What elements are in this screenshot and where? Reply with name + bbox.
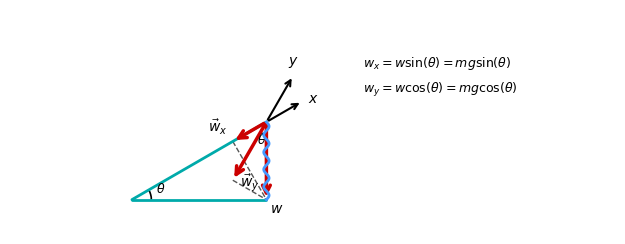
Text: $y$: $y$	[288, 55, 299, 70]
Text: $w_y = w \cos(\theta) = mg \cos(\theta)$: $w_y = w \cos(\theta) = mg \cos(\theta)$	[364, 81, 518, 100]
Text: $w$: $w$	[270, 202, 283, 216]
Text: $\theta$: $\theta$	[257, 133, 266, 147]
Text: $x$: $x$	[308, 92, 319, 106]
Text: $\theta$: $\theta$	[156, 182, 166, 196]
Text: $\vec{w}_x$: $\vec{w}_x$	[208, 118, 227, 137]
Text: $w_x = w \sin(\theta) = mg \sin(\theta)$: $w_x = w \sin(\theta) = mg \sin(\theta)$	[364, 55, 512, 72]
Text: $\vec{w}_y$: $\vec{w}_y$	[240, 172, 259, 193]
